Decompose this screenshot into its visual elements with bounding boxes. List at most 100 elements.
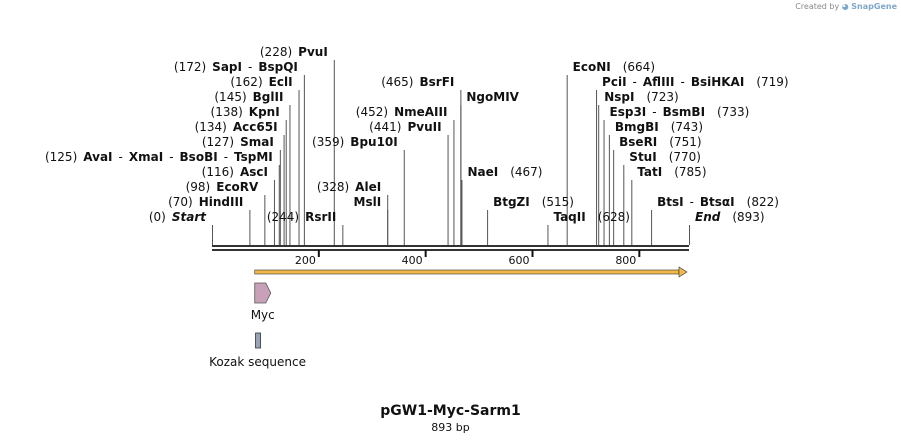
site-position: (359) bbox=[312, 135, 344, 149]
site-name: BspQI bbox=[252, 60, 298, 74]
site-label: BseRI (751) bbox=[619, 135, 701, 149]
site-name: TspMI bbox=[228, 150, 273, 164]
site-name: StuI bbox=[629, 150, 656, 164]
site-position: (328) bbox=[317, 180, 349, 194]
site-name: MslI bbox=[354, 195, 382, 209]
site-label: (452) NmeAIII bbox=[356, 105, 448, 119]
site-position: (770) bbox=[657, 150, 701, 164]
site-name: BtsαI bbox=[694, 195, 735, 209]
site-name: BsoBI bbox=[174, 150, 218, 164]
site-name: Bpu10I bbox=[344, 135, 397, 149]
site-label: StuI (770) bbox=[629, 150, 701, 164]
site-label: (138) KpnI bbox=[211, 105, 280, 119]
features: Myc Kozak sequence bbox=[209, 282, 306, 369]
site-label: (465) BsrFI bbox=[381, 75, 454, 89]
snapgene-credit: Created by ◕ SnapGene bbox=[795, 2, 897, 11]
myc-feature-arrow bbox=[254, 282, 272, 304]
site-name: BsrFI bbox=[414, 75, 455, 89]
site-position: (127) bbox=[202, 135, 234, 149]
site-position: - bbox=[113, 150, 123, 164]
site-name: BglII bbox=[247, 90, 284, 104]
site-position: (893) bbox=[720, 210, 764, 224]
site-label: (172) SapI - BspQI bbox=[174, 60, 298, 74]
kozak-feature-box bbox=[255, 332, 261, 349]
site-label: (441) PvuII bbox=[369, 120, 441, 134]
site-position: (244) bbox=[267, 210, 299, 224]
map-length: 893 bp bbox=[431, 421, 470, 434]
site-name: BsiHKAI bbox=[685, 75, 745, 89]
site-position: (116) bbox=[202, 165, 234, 179]
kozak-feature-label: Kozak sequence bbox=[209, 355, 306, 369]
site-label: TatI (785) bbox=[637, 165, 706, 179]
site-label: End (893) bbox=[695, 210, 765, 224]
tick-label: 200 bbox=[295, 254, 316, 267]
site-position: (70) bbox=[168, 195, 193, 209]
site-labels: (0) Start(70) HindIII(98) EcoRV(116) Asc… bbox=[45, 45, 789, 224]
site-name: PvuI bbox=[292, 45, 328, 59]
site-position: - bbox=[674, 75, 684, 89]
site-name: AscI bbox=[234, 165, 268, 179]
site-name: EclI bbox=[263, 75, 293, 89]
site-position: (98) bbox=[186, 180, 211, 194]
site-position: (452) bbox=[356, 105, 388, 119]
site-position: (743) bbox=[659, 120, 703, 134]
site-position: (628) bbox=[586, 210, 630, 224]
site-name: BtsI bbox=[657, 195, 684, 209]
site-label: (228) PvuI bbox=[260, 45, 328, 59]
site-position: (719) bbox=[744, 75, 788, 89]
site-position: - bbox=[242, 60, 252, 74]
site-position: (162) bbox=[230, 75, 262, 89]
site-position: (733) bbox=[705, 105, 749, 119]
site-name: Esp3I bbox=[610, 105, 647, 119]
map-title: pGW1-Myc-Sarm1 bbox=[380, 403, 521, 419]
site-name: Start bbox=[166, 210, 207, 224]
credit-prefix: Created by bbox=[795, 2, 840, 11]
tick-label: 800 bbox=[615, 254, 636, 267]
site-name: XmaI bbox=[123, 150, 163, 164]
site-name: EcoNI bbox=[573, 60, 611, 74]
site-label: PciI - AflIII - BsiHKAI (719) bbox=[602, 75, 789, 89]
site-label: (127) SmaI bbox=[202, 135, 274, 149]
site-name: PvuII bbox=[401, 120, 441, 134]
site-name: KpnI bbox=[243, 105, 280, 119]
site-label: (244) RsrII bbox=[267, 210, 337, 224]
site-label: (116) AscI bbox=[202, 165, 268, 179]
site-label: (0) Start bbox=[149, 210, 207, 224]
site-position: (125) bbox=[45, 150, 77, 164]
site-label: (98) EcoRV bbox=[186, 180, 259, 194]
snapgene-logo-icon: ◕ bbox=[841, 2, 849, 11]
site-position: (822) bbox=[735, 195, 779, 209]
site-name: AleI bbox=[349, 180, 381, 194]
site-name: BsmBI bbox=[657, 105, 705, 119]
myc-feature-label: Myc bbox=[251, 308, 275, 322]
linear-map: (0) Start(70) HindIII(98) EcoRV(116) Asc… bbox=[45, 45, 789, 369]
site-name: NgoMIV bbox=[466, 90, 519, 104]
site-position: (664) bbox=[611, 60, 655, 74]
site-position: (465) bbox=[381, 75, 413, 89]
site-label: NgoMIV bbox=[466, 90, 519, 104]
site-name: NaeI bbox=[467, 165, 498, 179]
site-name: PciI bbox=[602, 75, 627, 89]
site-label: MslI bbox=[354, 195, 382, 209]
site-name: RsrII bbox=[299, 210, 336, 224]
site-name: SmaI bbox=[234, 135, 274, 149]
site-position: (138) bbox=[211, 105, 243, 119]
site-position: (441) bbox=[369, 120, 401, 134]
site-name: NspI bbox=[604, 90, 634, 104]
orf-arrowhead bbox=[678, 266, 688, 278]
site-position: (785) bbox=[662, 165, 706, 179]
site-name: AflIII bbox=[637, 75, 675, 89]
site-name: Acc65I bbox=[227, 120, 278, 134]
site-position: - bbox=[163, 150, 173, 164]
site-position: - bbox=[218, 150, 228, 164]
site-label: EcoNI (664) bbox=[573, 60, 655, 74]
orf-arrow bbox=[254, 266, 688, 278]
tick-label: 400 bbox=[402, 254, 423, 267]
site-label: (328) AleI bbox=[317, 180, 381, 194]
site-position: (515) bbox=[530, 195, 574, 209]
site-label: TaqII (628) bbox=[553, 210, 630, 224]
site-label: (134) Acc65I bbox=[195, 120, 278, 134]
site-label: Esp3I - BsmBI (733) bbox=[610, 105, 750, 119]
site-lines bbox=[212, 60, 690, 245]
site-position: (145) bbox=[214, 90, 246, 104]
